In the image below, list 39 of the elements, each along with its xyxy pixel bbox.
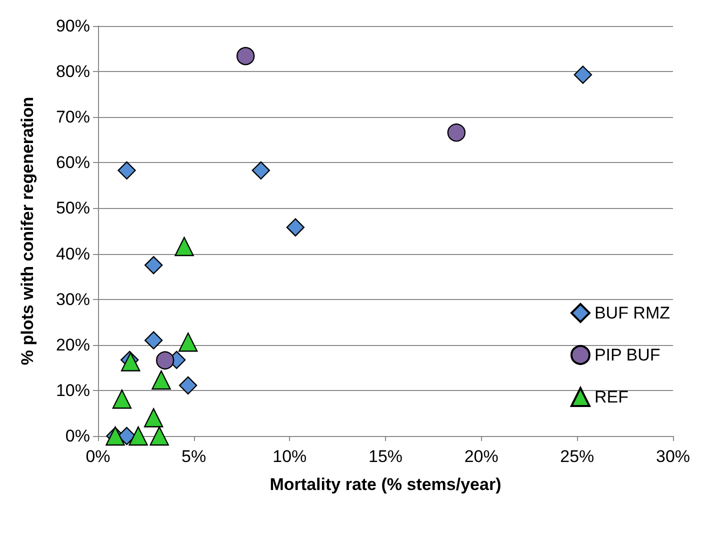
y-tick-label: 90% — [56, 16, 90, 36]
point — [112, 390, 132, 409]
y-tick-label: 0% — [65, 426, 90, 446]
point — [236, 46, 255, 66]
point — [128, 426, 148, 446]
legend-label: BUF RMZ — [594, 304, 670, 322]
point — [152, 370, 171, 390]
point — [144, 256, 163, 274]
y-tick-label: 60% — [56, 153, 90, 172]
x-tick-label: 20% — [464, 447, 498, 466]
y-tick-label: 20% — [56, 335, 90, 354]
x-tick-label: 15% — [368, 447, 403, 466]
y-tick-label: 40% — [56, 244, 90, 264]
x-tick-label: 30% — [656, 447, 690, 466]
y-axis-title: % plots with conifer regeneration — [18, 96, 37, 366]
point — [150, 426, 169, 446]
point — [574, 66, 592, 84]
y-tick-label: 70% — [56, 108, 90, 127]
x-tick-label: 25% — [560, 447, 594, 466]
point — [178, 332, 198, 352]
y-tick-label: 50% — [56, 198, 90, 218]
x-tick-label: 0% — [86, 447, 110, 466]
legend-label: PIP BUF — [594, 346, 660, 364]
point — [447, 124, 466, 142]
y-tick-label: 30% — [56, 290, 90, 309]
point — [178, 376, 198, 395]
y-tick-label: 80% — [56, 62, 90, 82]
y-tick-label: 10% — [56, 380, 90, 400]
point — [286, 218, 305, 236]
point — [156, 351, 174, 370]
point — [118, 161, 136, 180]
x-tick-label: 5% — [182, 447, 206, 466]
point — [252, 161, 270, 180]
legend-label: REF — [594, 388, 628, 406]
point — [174, 236, 194, 256]
x-axis-title: Mortality rate (% stems/year) — [270, 475, 502, 494]
point — [144, 331, 163, 350]
x-tick-label: 10% — [272, 447, 307, 466]
point — [144, 408, 164, 428]
